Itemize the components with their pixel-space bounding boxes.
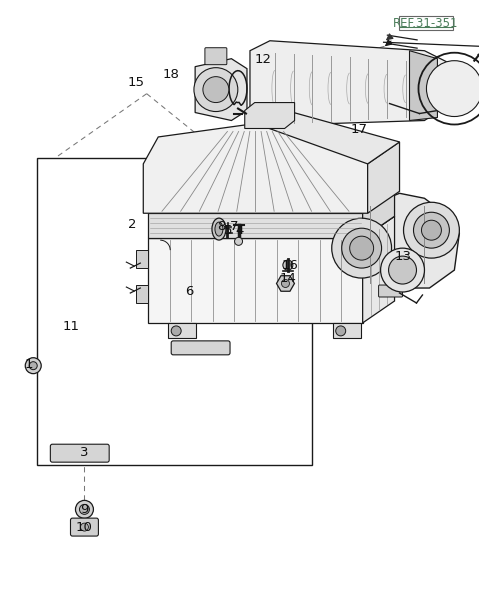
- Text: 17: 17: [350, 123, 367, 136]
- Polygon shape: [250, 41, 455, 126]
- Text: 10: 10: [76, 521, 93, 534]
- Circle shape: [404, 202, 459, 258]
- Polygon shape: [363, 216, 395, 323]
- Text: 6: 6: [186, 285, 194, 298]
- Text: 3: 3: [80, 445, 89, 458]
- Text: 15: 15: [128, 76, 144, 89]
- FancyBboxPatch shape: [379, 285, 403, 297]
- Polygon shape: [363, 192, 395, 238]
- Circle shape: [426, 60, 480, 116]
- Circle shape: [381, 248, 424, 292]
- Text: 18: 18: [162, 68, 179, 81]
- Circle shape: [413, 212, 449, 248]
- Ellipse shape: [212, 218, 226, 240]
- Polygon shape: [333, 323, 360, 338]
- Circle shape: [332, 218, 392, 278]
- Text: 13: 13: [394, 250, 411, 263]
- Circle shape: [203, 76, 229, 103]
- Text: 1: 1: [24, 358, 33, 371]
- FancyBboxPatch shape: [71, 518, 98, 536]
- Polygon shape: [136, 285, 148, 303]
- Text: 8: 8: [216, 219, 225, 232]
- Text: REF.31-351: REF.31-351: [393, 17, 458, 30]
- Circle shape: [25, 358, 41, 374]
- Text: 12: 12: [254, 53, 272, 66]
- Circle shape: [342, 228, 382, 268]
- Polygon shape: [195, 59, 247, 120]
- Text: 16: 16: [282, 259, 299, 272]
- Polygon shape: [245, 103, 295, 129]
- FancyBboxPatch shape: [205, 47, 227, 65]
- Polygon shape: [148, 213, 363, 238]
- Circle shape: [336, 326, 346, 336]
- Polygon shape: [168, 323, 196, 338]
- Circle shape: [29, 362, 37, 369]
- Text: 9: 9: [80, 503, 89, 516]
- Polygon shape: [148, 238, 363, 323]
- Polygon shape: [255, 108, 399, 164]
- Polygon shape: [148, 216, 395, 238]
- Circle shape: [80, 505, 89, 514]
- Text: 14: 14: [279, 272, 296, 285]
- Polygon shape: [409, 51, 437, 120]
- Circle shape: [194, 68, 238, 111]
- Circle shape: [281, 279, 289, 288]
- Polygon shape: [136, 250, 148, 268]
- Ellipse shape: [215, 222, 223, 236]
- Circle shape: [283, 260, 293, 270]
- Circle shape: [75, 500, 94, 518]
- FancyBboxPatch shape: [50, 444, 109, 462]
- Text: 7: 7: [230, 219, 239, 232]
- Text: 11: 11: [63, 320, 80, 333]
- Polygon shape: [368, 142, 399, 213]
- Polygon shape: [340, 193, 459, 288]
- Circle shape: [421, 220, 442, 240]
- Polygon shape: [144, 123, 368, 213]
- Circle shape: [171, 326, 181, 336]
- Text: 2: 2: [128, 218, 137, 231]
- Text: 4: 4: [236, 224, 244, 237]
- FancyBboxPatch shape: [171, 341, 230, 355]
- Polygon shape: [276, 276, 294, 291]
- Circle shape: [350, 236, 373, 260]
- Circle shape: [235, 237, 242, 246]
- Circle shape: [81, 523, 88, 531]
- Circle shape: [389, 256, 417, 284]
- Text: 5: 5: [224, 224, 232, 237]
